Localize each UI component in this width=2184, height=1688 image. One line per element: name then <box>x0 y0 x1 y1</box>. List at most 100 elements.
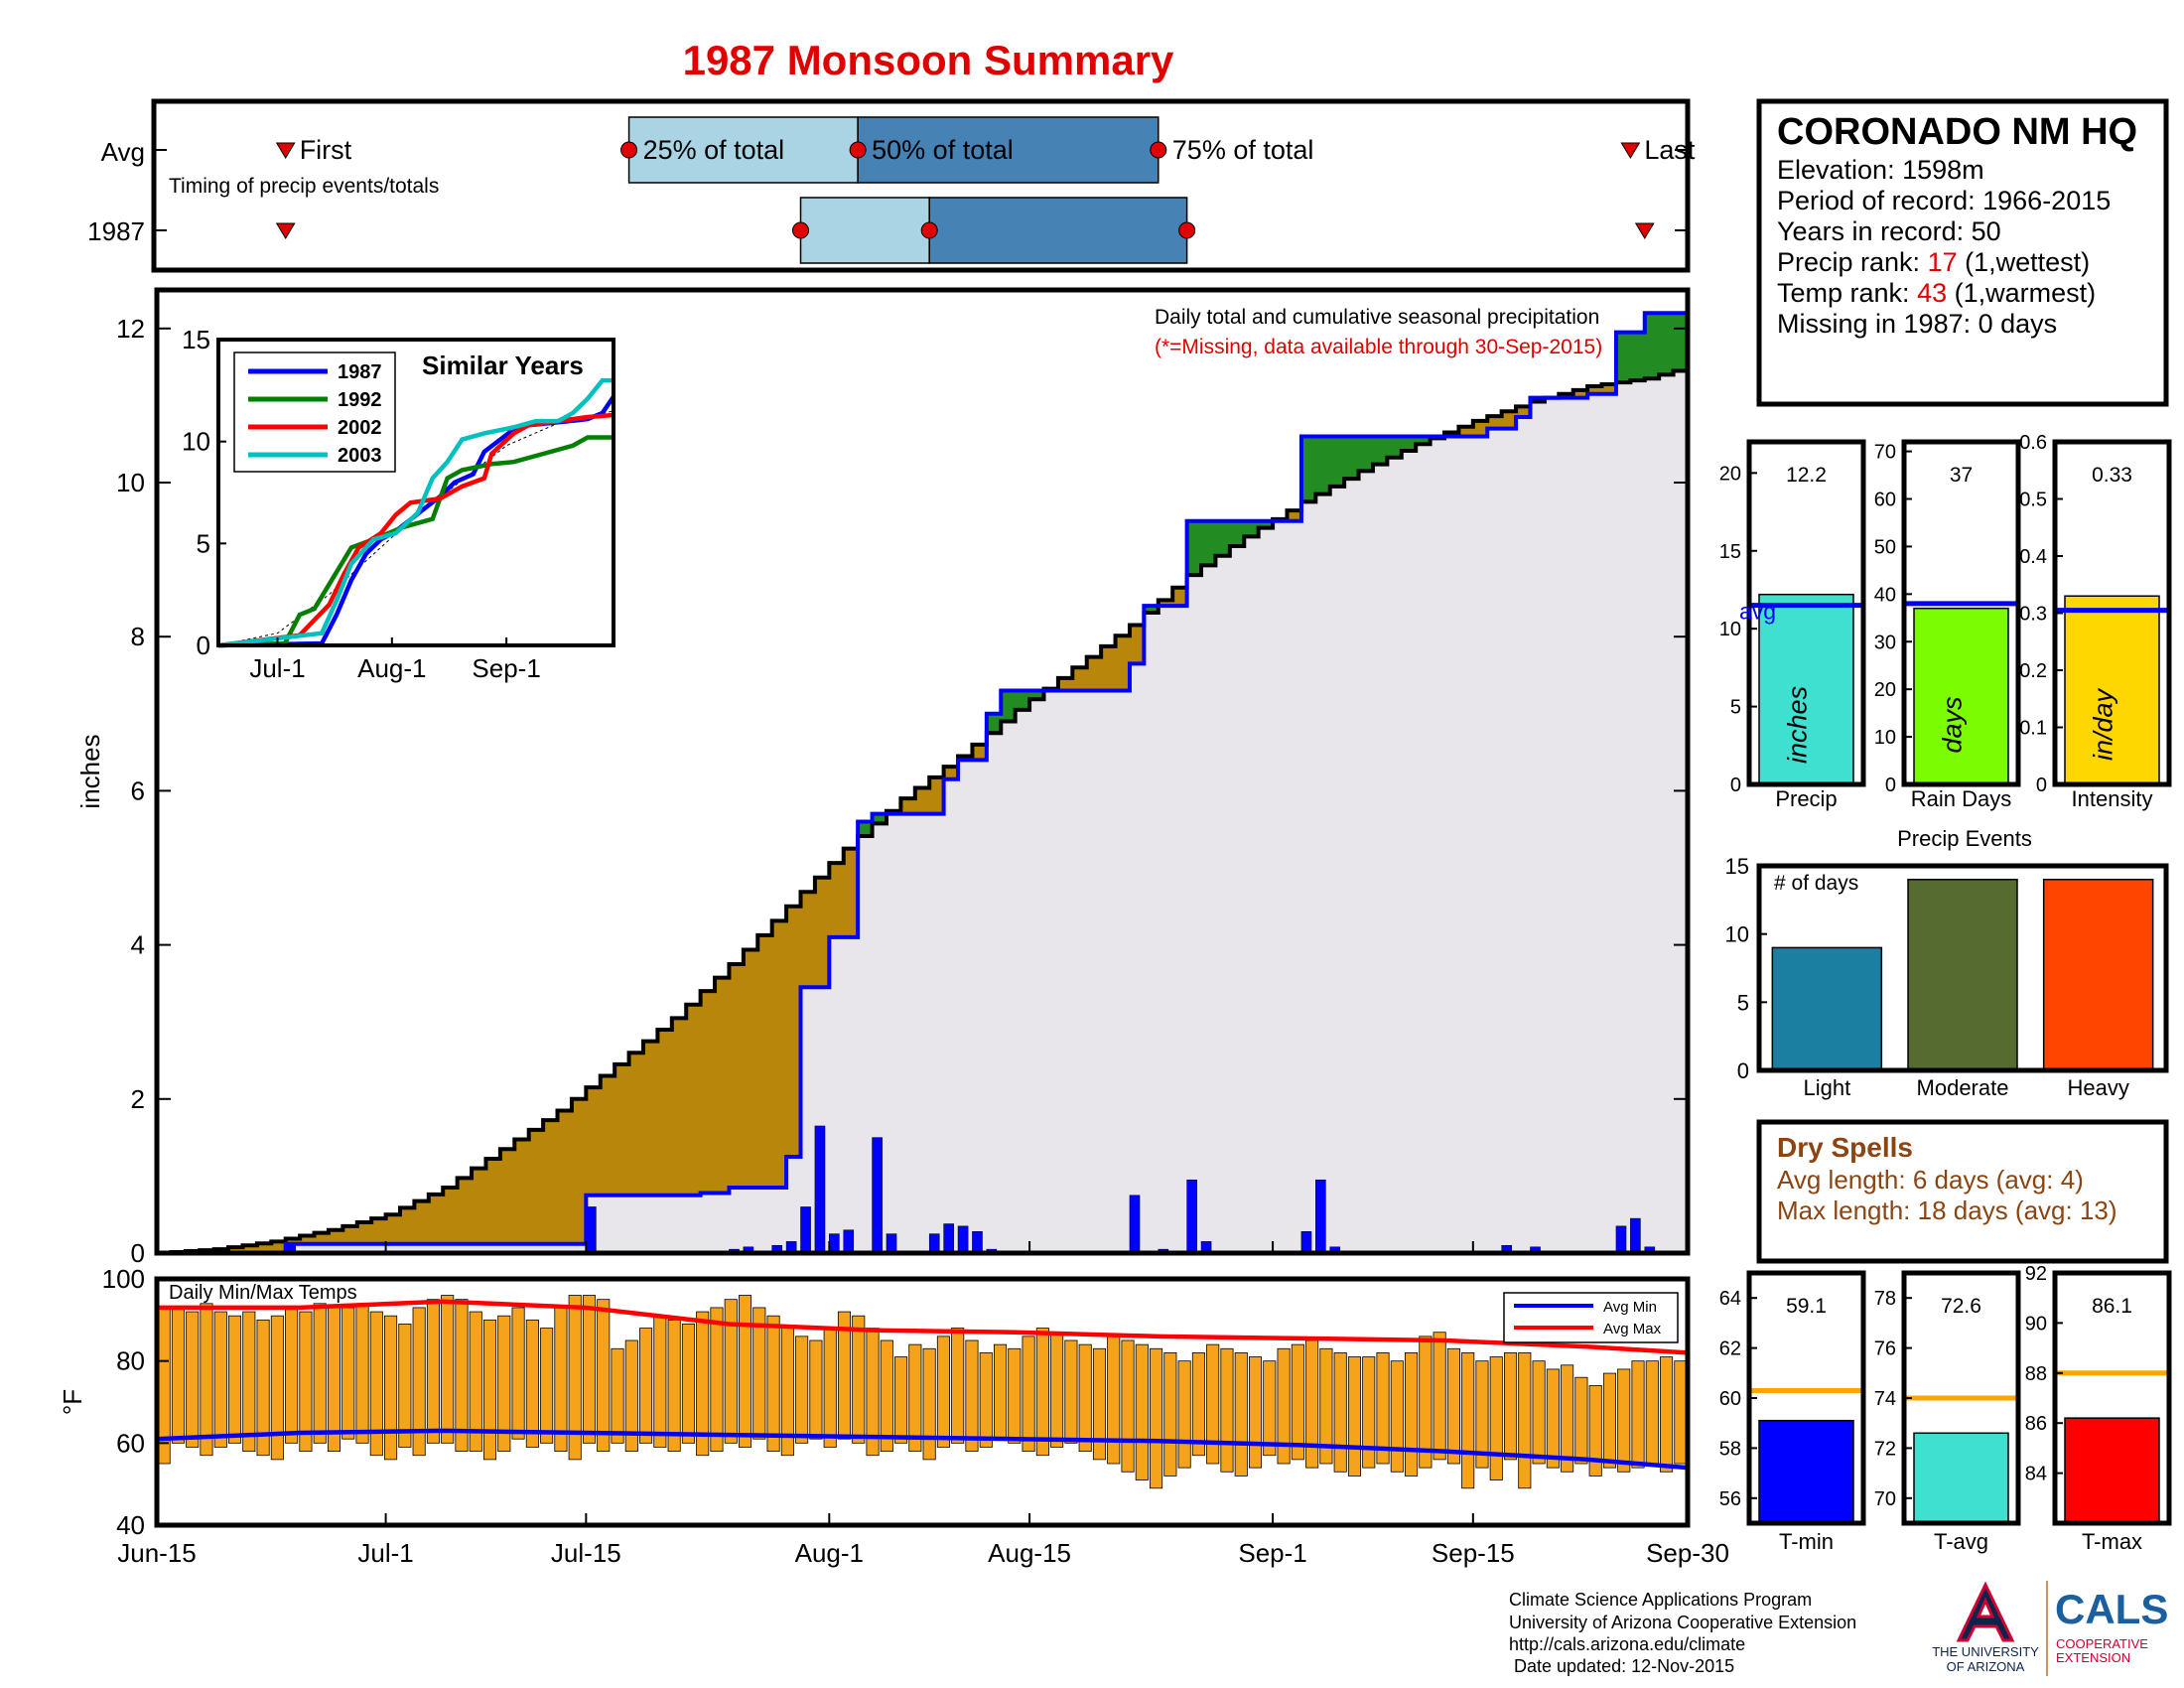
daily-precip-bar <box>972 1231 983 1254</box>
above-average-segment <box>872 813 887 824</box>
below-average-segment <box>228 1247 244 1253</box>
daily-temp-bar <box>1419 1336 1433 1469</box>
cumulative-frame <box>154 287 1691 1256</box>
daily-temp-bar <box>1022 1336 1035 1453</box>
daily-temp-bar <box>171 1307 185 1444</box>
daily-temp-bar <box>1546 1368 1560 1469</box>
inset-plot: 0 5 10 15 Jul-1 Aug-1 Sep-1 <box>182 325 615 683</box>
daily-temp-bar <box>355 1303 369 1444</box>
below-average-segment <box>457 1178 473 1244</box>
above-average-segment <box>1387 436 1403 458</box>
mini-unit-label: inches <box>1783 686 1813 764</box>
mini-panel-precip_bar: 12.2 0 5 10 15 20 inches Precip avg <box>1719 439 1866 811</box>
timing-marker-p25 <box>792 221 810 239</box>
mini-panel-raindays_bar: 37 0 10 20 30 40 50 60 70 days Rain Days <box>1874 439 2021 811</box>
inset-legend: 1987 1992 2002 2003 <box>233 352 396 473</box>
date-x-ticks: Jun-15 Jul-1 Jul-15 Aug-1 Aug-15 Sep-1 Sep-15 S… <box>117 1241 1729 1568</box>
mini-y-tick-label: 72 <box>1874 1438 1896 1460</box>
below-average-segment <box>242 1245 258 1253</box>
above-average-segment <box>1329 436 1345 487</box>
above-average-segment <box>1615 332 1631 383</box>
mini-category-label: T-avg <box>1934 1529 1988 1554</box>
daily-temp-bar <box>1390 1360 1404 1473</box>
above-average-segment <box>1029 690 1045 700</box>
daily-temp-bar <box>256 1319 270 1457</box>
mini-y-tick-label: 10 <box>1874 727 1896 749</box>
x-tick-label: Jul-1 <box>357 1538 413 1568</box>
cals-sub1: COOPERATIVE <box>2056 1636 2148 1651</box>
mini-category-label: T-max <box>2082 1529 2142 1554</box>
daily-temp-bar <box>1561 1364 1574 1473</box>
daily-temp-bar <box>1645 1360 1659 1465</box>
daily-temp-bar <box>597 1299 611 1452</box>
year-cumulative-line <box>157 311 1688 1255</box>
daily-temp-bar <box>894 1356 908 1444</box>
daily-temp-bar <box>1121 1339 1135 1473</box>
events-y-tick-label: 0 <box>1737 1058 1749 1083</box>
daily-temp-bar <box>1574 1376 1588 1465</box>
above-average-segment <box>1315 436 1331 494</box>
daily-temp-bar <box>1446 1347 1460 1465</box>
daily-temp-bar <box>285 1307 299 1444</box>
temp-legend: Avg Min Avg Max <box>1503 1292 1679 1343</box>
station-temp-rank: Temp rank: 43 (1,warmest) <box>1777 278 2096 308</box>
daily-temp-bar <box>482 1319 497 1461</box>
mini-y-tick-label: 0.6 <box>2019 432 2047 454</box>
mini-panel-tmin_bar: 59.1 56 58 60 62 64 T-min <box>1719 1270 1866 1554</box>
x-tick-label: Sep-1 <box>1238 1538 1306 1568</box>
below-average-segment <box>1158 600 1173 607</box>
below-average-segment <box>1587 386 1603 394</box>
daily-temp-bar <box>1305 1339 1319 1469</box>
precip-rank-label: Precip rank: <box>1777 247 1920 277</box>
daily-temp-bar <box>384 1315 398 1461</box>
below-average-segment <box>443 1188 459 1244</box>
below-average-segment <box>557 1110 573 1244</box>
events-title: Precip Events <box>1897 826 2032 851</box>
below-average-segment <box>1072 667 1088 691</box>
mini-y-tick-label: 60 <box>1719 1388 1741 1410</box>
mini-y-tick-label: 30 <box>1874 632 1896 653</box>
daily-temp-bar <box>1518 1352 1532 1489</box>
mini-y-tick-label: 5 <box>1730 697 1741 719</box>
daily-precip-bar <box>957 1225 969 1254</box>
daily-precip-bar <box>1630 1217 1641 1254</box>
daily-temp-bar <box>1376 1352 1390 1465</box>
mini-avg-label: avg <box>1739 599 1776 625</box>
daily-temp-bar <box>624 1339 638 1452</box>
below-average-segment <box>771 920 787 1189</box>
inset-x-tick-label: Sep-1 <box>472 653 540 683</box>
ua-a-icon <box>1956 1581 2015 1642</box>
inset-y-tick-label: 0 <box>197 631 210 660</box>
mini-category-label: Intensity <box>2072 786 2153 811</box>
mini-y-tick-label: 40 <box>1874 584 1896 606</box>
mini-y-tick-label: 84 <box>2025 1464 2047 1485</box>
x-tick-label: Jul-15 <box>551 1538 621 1568</box>
daily-temp-bar <box>1617 1368 1631 1473</box>
inset-y-tick-label: 10 <box>182 427 210 457</box>
daily-temp-bar <box>710 1307 724 1453</box>
temp-y-label: °F <box>58 1389 87 1415</box>
cumulative-y-ticks: 0 2 4 6 8 10 12 <box>116 314 1688 1268</box>
temp-y-ticks: 40 60 80 100 <box>102 1264 169 1540</box>
below-average-segment <box>600 1075 615 1196</box>
mini-bar <box>1913 607 2009 785</box>
below-average-segment <box>829 863 845 937</box>
mini-y-tick-label: 70 <box>1874 1488 1896 1510</box>
timing-last-marker <box>1634 222 1655 239</box>
daily-temp-bar <box>270 1315 284 1461</box>
daily-temp-bar <box>227 1315 242 1444</box>
x-tick-label: Aug-15 <box>988 1538 1071 1568</box>
timing-first-marker <box>275 222 296 239</box>
daily-precip-bar <box>1129 1195 1141 1254</box>
below-average-segment <box>1115 635 1131 691</box>
timing-first-marker <box>275 142 296 159</box>
daily-temp-bar <box>299 1311 313 1452</box>
mini-value-label: 72.6 <box>1941 1295 1981 1318</box>
daily-temp-bar <box>1064 1339 1078 1444</box>
daily-temp-bar <box>1674 1360 1688 1465</box>
timing-marker-p75 <box>1150 141 1167 159</box>
daily-temp-bar <box>200 1303 213 1457</box>
events-y-tick-label: 10 <box>1725 922 1749 947</box>
daily-temp-bar <box>1050 1332 1064 1448</box>
daily-precip-bar <box>843 1229 855 1254</box>
